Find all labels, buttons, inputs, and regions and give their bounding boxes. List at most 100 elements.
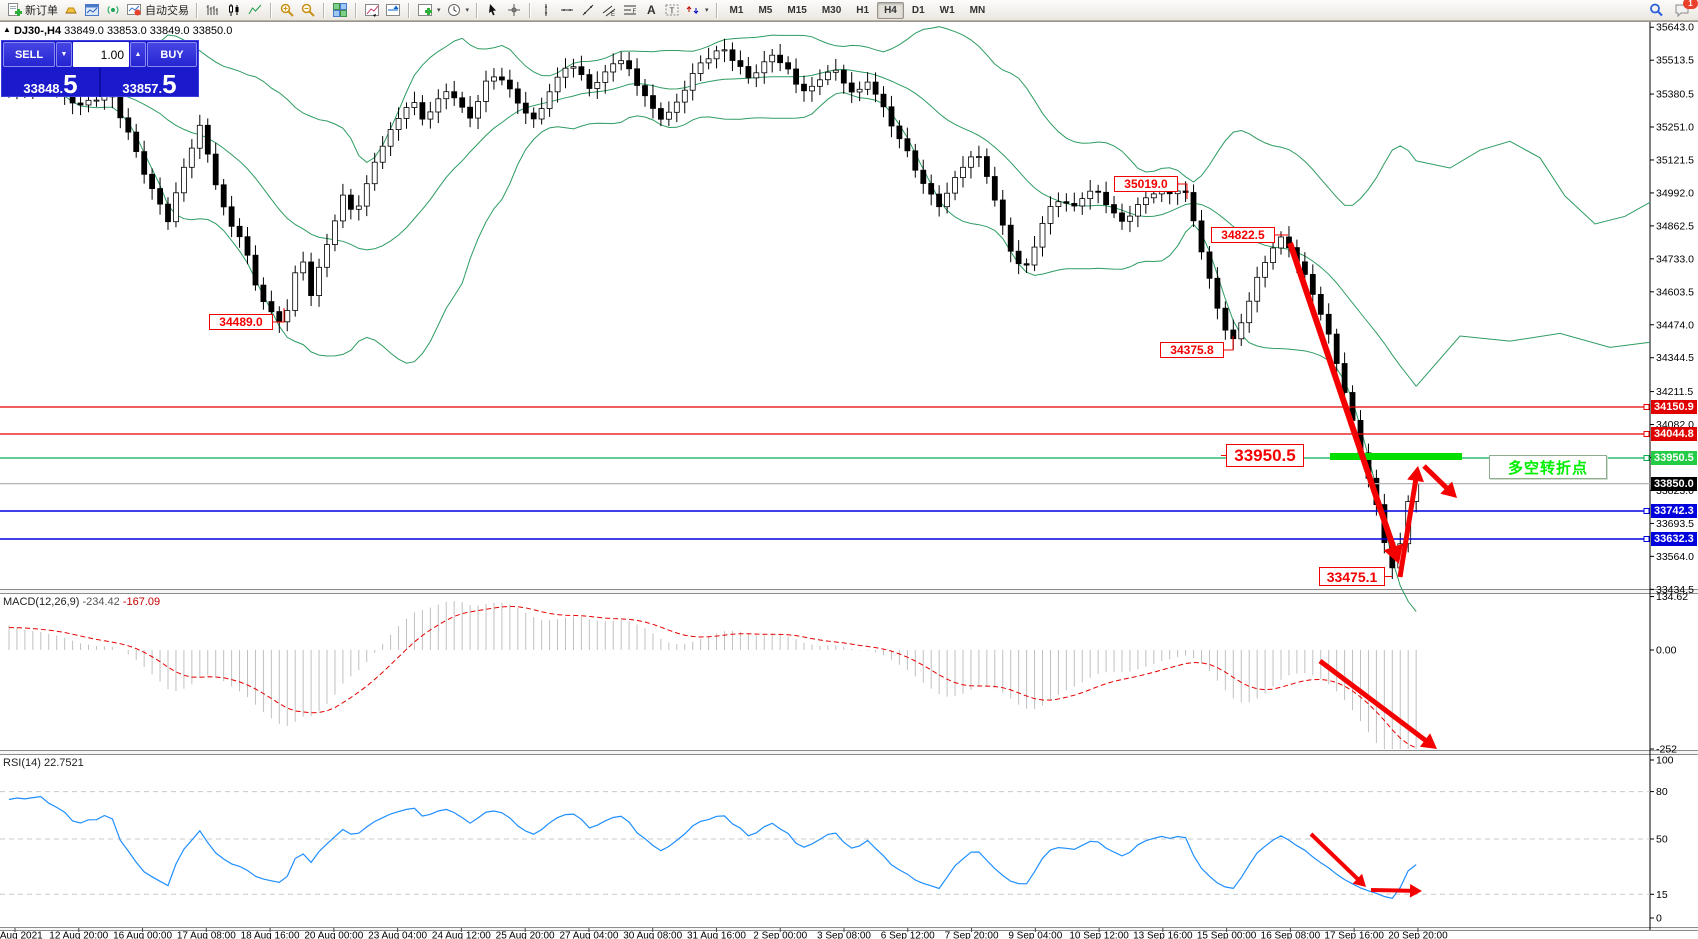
timeframe-button-d1[interactable]: D1 [911,4,925,16]
cross-icon [508,4,521,16]
timeframe-button-h4[interactable]: H4 [877,1,904,19]
candle [888,95,895,138]
deposit-icon-button[interactable] [61,1,81,19]
timeframe-clock-button[interactable]: ▾ [444,1,472,19]
callout-connectors [273,183,1392,577]
price-callout-label[interactable]: 33475.1 [1319,567,1385,586]
timeframe-button-m15[interactable]: M15 [787,4,807,16]
volume-up-button[interactable]: ▲ [130,42,146,67]
candle [1127,205,1133,233]
candle [467,96,474,128]
cursor-icon [489,4,497,16]
channel-icon: E [602,5,616,18]
tline-icon [582,4,594,16]
cursor-button[interactable] [483,1,503,19]
buy-price[interactable]: 33857. 5 [99,68,198,97]
new-order-button[interactable]: 新订单 [4,1,60,19]
candle-icon [229,4,239,16]
volume-input[interactable]: 1.00 [73,42,129,67]
svg-text:23 Aug 04:00: 23 Aug 04:00 [368,931,427,939]
price-callout-label[interactable]: 35019.0 [1114,176,1178,192]
svg-text:80: 80 [1656,786,1668,798]
svg-text:T: T [670,7,675,16]
zoom-out-button[interactable] [298,1,318,19]
tile-windows-button[interactable] [330,1,350,19]
candle [968,151,974,179]
candle [546,83,553,117]
candle [697,55,704,81]
candle [554,67,561,103]
sell-button[interactable]: SELL [3,42,55,67]
sell-price[interactable]: 33848. 5 [23,69,78,100]
svg-text:F: F [633,9,637,15]
label-tool-button[interactable]: T [662,1,682,19]
svg-text:24 Aug 12:00: 24 Aug 12:00 [432,931,491,939]
timeframe-button-m30[interactable]: M30 [821,4,842,16]
text-tool-button[interactable]: A [641,1,661,19]
line-chart-button[interactable] [245,1,265,19]
svg-text:34992.0: 34992.0 [1656,187,1694,199]
candle [1031,236,1038,272]
add-indicator-button[interactable]: ▾ [415,1,443,19]
note-text-box[interactable]: 多空转折点 [1489,455,1607,479]
candle [165,197,171,230]
candle-chart-button[interactable] [224,1,244,19]
bar-chart-button[interactable] [203,1,223,19]
candle [634,58,640,96]
candle [825,65,831,86]
candle [801,75,807,102]
price-callout-label[interactable]: 34822.5 [1211,227,1275,243]
price-callout-label[interactable]: 34489.0 [209,314,273,330]
green-highlight-band[interactable] [1330,453,1462,460]
signals-button[interactable] [103,1,123,19]
buy-button[interactable]: BUY [147,42,197,67]
charts-window-button[interactable] [82,1,102,19]
candle [586,69,593,97]
timeframe-button-m5[interactable]: M5 [758,4,773,16]
search-button[interactable] [1646,1,1666,19]
trendline-tool-button[interactable] [578,1,598,19]
labelT-icon: T [665,4,679,16]
svg-text:34603.5: 34603.5 [1656,286,1694,298]
candle [991,166,998,207]
svg-text:25 Aug 20:00: 25 Aug 20:00 [496,931,555,939]
candle [944,182,950,214]
svg-text:33564.0: 33564.0 [1656,551,1694,563]
indicator-window-2-button[interactable] [383,1,403,19]
chat-button[interactable]: 1 [1672,0,1698,19]
timeframe-button-mn[interactable]: MN [969,4,986,16]
candle [1254,266,1261,313]
vline-tool-button[interactable] [536,1,556,19]
bollinger-lower-band [8,91,1417,612]
horizontal-lines[interactable] [0,404,1650,542]
price-callout-label[interactable]: 33950.5 [1226,444,1304,467]
channel-tool-button[interactable]: E [599,1,619,19]
annotation-arrows[interactable] [1287,242,1457,898]
shapes-tool-button[interactable]: ▾ [683,1,711,19]
svg-text:34344.5: 34344.5 [1656,352,1694,364]
timeframe-button-m1[interactable]: M1 [729,4,744,16]
zoom-in-button[interactable] [277,1,297,19]
autotrade-button[interactable]: 自动交易 [124,1,191,19]
candle [976,145,982,168]
fibonacci-tool-button[interactable]: F [620,1,640,19]
candle [1238,313,1245,346]
svg-text:31 Aug 16:00: 31 Aug 16:00 [687,931,746,939]
candle [1246,292,1253,333]
timeframe-button-w1[interactable]: W1 [939,4,955,16]
candle [220,179,227,216]
hline-tool-button[interactable] [557,1,577,19]
price-callout-label[interactable]: 34375.8 [1160,342,1224,358]
timeframe-button-h1[interactable]: H1 [856,4,870,16]
crosshair-button[interactable] [504,1,524,19]
indicator-window-button[interactable] [362,1,382,19]
price-axis-tag: 33632.3 [1651,532,1697,546]
candle [681,80,688,114]
volume-down-button[interactable]: ▼ [56,42,72,67]
price-axis-tag: 33850.0 [1651,477,1697,491]
candle [1262,255,1268,288]
candle [196,114,203,159]
candle [817,69,823,95]
